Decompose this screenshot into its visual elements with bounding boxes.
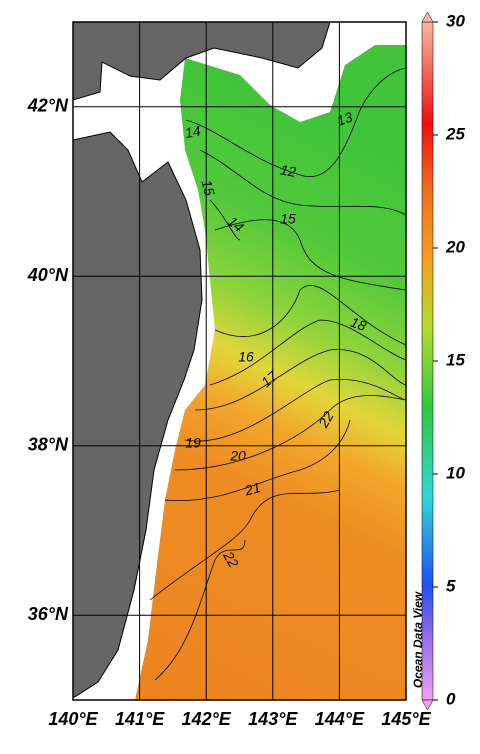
contour-label: 22 (315, 408, 337, 431)
x-tick-label: 145°E (381, 709, 431, 729)
contour-label: 18 (348, 314, 368, 334)
contour-label: 20 (229, 448, 246, 464)
y-tick-label: 36°N (28, 604, 69, 624)
contour-label: 22 (220, 548, 242, 571)
x-tick-label: 143°E (248, 709, 298, 729)
y-tick-label: 40°N (27, 265, 69, 285)
contour-label: 19 (185, 435, 201, 451)
colorbar-tick-label: 15 (446, 350, 465, 369)
colorbar-tick-label: 5 (446, 576, 456, 595)
x-tick-label: 144°E (315, 709, 365, 729)
contour-label: 12 (279, 161, 297, 179)
colorbar-tick-label: 30 (446, 11, 465, 30)
sst-field (135, 45, 406, 700)
x-tick-label: 142°E (182, 709, 232, 729)
watermark: Ocean Data View (411, 591, 425, 688)
colorbar-tick-label: 25 (445, 124, 465, 143)
map-area (73, 22, 406, 700)
contour-label: 15 (280, 211, 296, 227)
colorbar (421, 21, 434, 701)
colorbar-tick-label: 0 (446, 689, 456, 708)
contour-label: 14 (184, 122, 202, 140)
contours (149, 67, 406, 681)
contour-label: 21 (242, 479, 262, 499)
y-tick-label: 38°N (28, 435, 69, 455)
contour-label: 13 (335, 109, 355, 129)
colorbar-max-arrow (421, 11, 434, 23)
map-frame (72, 21, 407, 701)
land (73, 22, 331, 101)
contour-label: 16 (238, 349, 254, 365)
contour-label: 15 (199, 178, 219, 197)
y-tick-label: 42°N (27, 96, 69, 116)
x-tick-label: 140°E (48, 709, 98, 729)
colorbar-min-arrow (421, 699, 434, 711)
colorbar-tick-label: 10 (446, 463, 465, 482)
colorbar-tick-label: 20 (445, 237, 465, 256)
x-tick-label: 141°E (115, 709, 165, 729)
